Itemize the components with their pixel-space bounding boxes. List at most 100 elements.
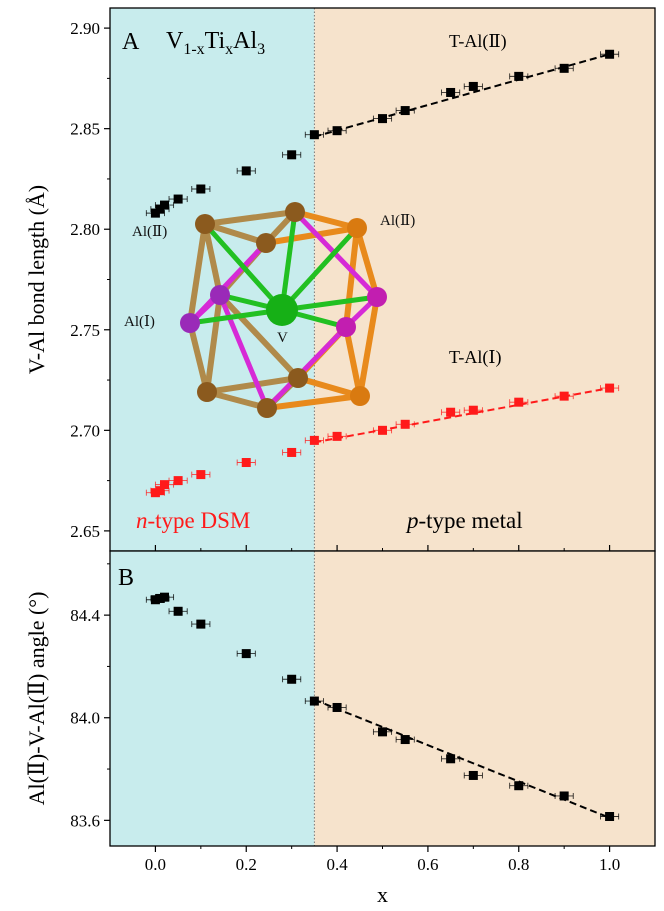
data-point xyxy=(605,812,615,821)
formula-label: V1-xTixAl3 xyxy=(166,28,265,58)
data-point xyxy=(309,435,319,445)
data-point xyxy=(559,63,569,73)
al1-atom xyxy=(367,287,387,307)
x-tick-label: 0.2 xyxy=(236,855,257,874)
fit-line-a-1 xyxy=(314,387,610,444)
struct-label-al2-right: Al(Ⅱ) xyxy=(380,213,415,229)
data-point xyxy=(605,49,615,59)
data-point xyxy=(309,696,319,706)
n-type-label: n-type DSM xyxy=(136,508,250,533)
data-point xyxy=(150,488,160,498)
data-point xyxy=(160,592,169,602)
data-point xyxy=(173,476,183,486)
data-point xyxy=(332,431,342,441)
data-point xyxy=(378,114,387,124)
al2-atom xyxy=(347,218,367,238)
data-point xyxy=(241,166,251,176)
n-type-region-b xyxy=(110,551,315,846)
data-point xyxy=(514,71,524,81)
data-point xyxy=(287,447,297,457)
data-point xyxy=(559,391,569,401)
data-point xyxy=(378,425,387,435)
y-tick-label: 2.70 xyxy=(70,421,100,440)
y-tick-label: 84.0 xyxy=(70,709,100,728)
struct-label-v: V xyxy=(277,330,288,346)
data-point xyxy=(446,754,456,764)
data-point xyxy=(400,106,410,116)
x-tick-label: 0.4 xyxy=(326,855,348,874)
data-point xyxy=(514,397,524,407)
x-tick-label: 1.0 xyxy=(599,855,620,874)
al2-atom xyxy=(288,368,308,388)
data-point xyxy=(173,194,183,204)
data-point xyxy=(241,649,251,659)
data-point xyxy=(287,674,297,684)
data-point xyxy=(155,593,165,603)
al2-atom xyxy=(256,233,276,253)
panel-b-angle: B 83.6 84.0 84.4 0.0 0.2 0.4 0.6 0.8 1.0 xyxy=(70,550,656,874)
data-point xyxy=(150,208,160,218)
y-tick-label: 2.65 xyxy=(70,522,100,541)
data-point xyxy=(309,130,319,140)
panel-b-label: B xyxy=(118,565,134,591)
al1-atom xyxy=(180,313,200,333)
y-tick-label: 2.75 xyxy=(70,321,100,340)
al2-atom xyxy=(350,386,370,406)
data-point xyxy=(196,470,206,480)
al1-atom xyxy=(210,285,230,305)
data-point xyxy=(332,702,342,712)
data-point xyxy=(241,458,251,468)
y-tick-label: 2.85 xyxy=(70,120,100,139)
panel-a-bond-length: Al(Ⅱ) Al(Ⅱ) Al(Ⅰ) V A V1-xTixAl3 T-Al(Ⅱ)… xyxy=(70,7,656,552)
orange-bonds xyxy=(263,209,380,411)
crystal-structure-illustration: Al(Ⅱ) Al(Ⅱ) Al(Ⅰ) V xyxy=(124,202,415,418)
y-tick-label: 2.80 xyxy=(70,220,100,239)
al1-atom xyxy=(336,317,356,337)
p-type-region-b xyxy=(314,551,655,846)
data-point xyxy=(605,383,615,393)
x-axis-title: x xyxy=(377,882,388,907)
x-tick-label: 0.6 xyxy=(417,855,438,874)
struct-label-al2-left: Al(Ⅱ) xyxy=(132,224,167,240)
al2-atom xyxy=(257,398,277,418)
y-axis-title-b: Al(Ⅱ)-V-Al(Ⅱ) angle (°) xyxy=(24,592,49,806)
t-al2-label: T-Al(Ⅱ) xyxy=(449,31,507,52)
y-tick-label: 83.6 xyxy=(70,811,100,830)
y-axis-title-a: V-Al bond length (Å) xyxy=(24,185,49,374)
al2-atom xyxy=(195,214,215,234)
data-point xyxy=(468,81,478,91)
panel-a-label: A xyxy=(122,29,140,55)
struct-label-al1: Al(Ⅰ) xyxy=(124,314,155,330)
data-point xyxy=(468,405,478,415)
data-point xyxy=(468,770,478,780)
data-point xyxy=(160,200,169,210)
data-point xyxy=(400,735,410,745)
v-atom xyxy=(266,294,298,326)
data-point xyxy=(196,184,206,194)
data-point xyxy=(400,419,410,429)
data-point xyxy=(155,486,165,496)
y-tick-label: 2.90 xyxy=(70,19,100,38)
y-tick-label: 84.4 xyxy=(70,606,100,625)
data-point xyxy=(155,204,165,214)
al2-atom xyxy=(197,382,217,402)
x-tick-label: 0.8 xyxy=(508,855,529,874)
data-point xyxy=(559,791,569,801)
t-al1-label: T-Al(Ⅰ) xyxy=(449,347,501,368)
x-tick-label: 0.0 xyxy=(145,855,166,874)
data-point xyxy=(446,407,456,417)
atoms xyxy=(180,202,387,418)
n-type-region-a xyxy=(110,8,315,551)
data-point xyxy=(446,87,456,97)
data-point xyxy=(196,619,206,629)
data-point xyxy=(332,126,342,136)
p-type-label: p-type metal xyxy=(405,508,523,533)
data-point xyxy=(173,606,183,616)
data-point xyxy=(514,781,524,791)
data-point xyxy=(287,150,297,160)
data-point xyxy=(378,727,387,737)
al2-atom xyxy=(285,202,305,222)
magenta-bonds xyxy=(187,209,380,411)
data-point xyxy=(160,480,169,490)
